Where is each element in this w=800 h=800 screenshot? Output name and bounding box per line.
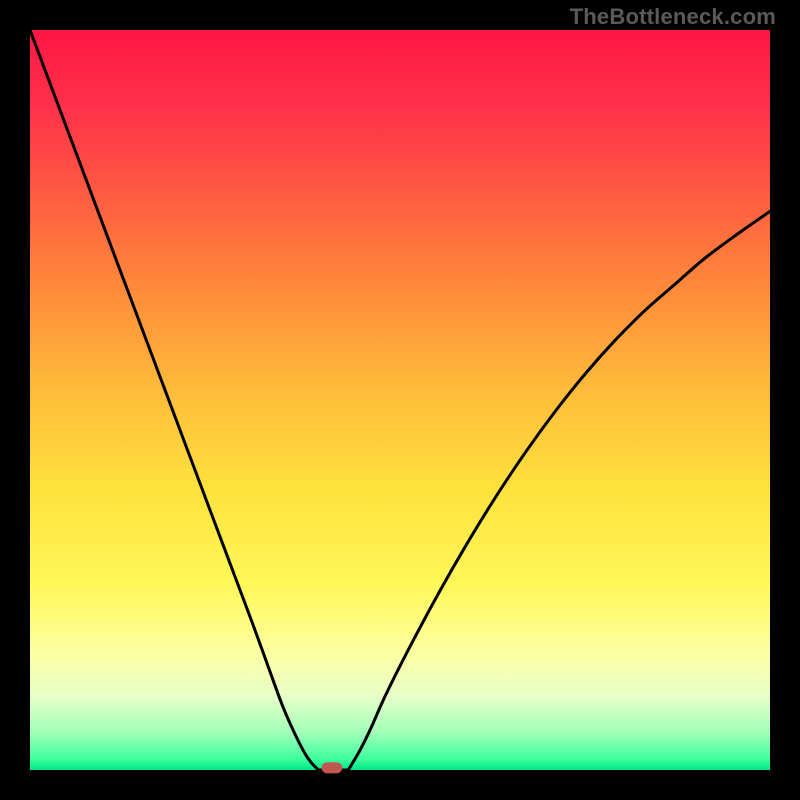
bottleneck-chart [0,0,800,800]
chart-container: TheBottleneck.com [0,0,800,800]
plot-background [30,30,770,770]
optimal-point-marker [322,762,343,773]
watermark-text: TheBottleneck.com [570,4,776,30]
